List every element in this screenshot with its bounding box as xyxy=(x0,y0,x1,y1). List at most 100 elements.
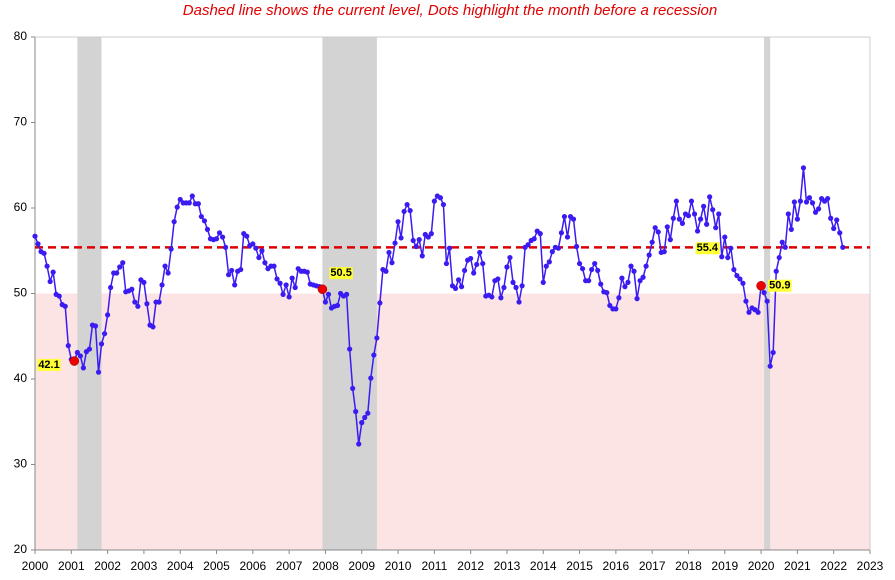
series-point xyxy=(480,260,486,267)
highlight-dot xyxy=(69,356,80,366)
highlight-label: 50.9 xyxy=(769,280,790,292)
series-point xyxy=(800,165,807,171)
x-tick-label: 2010 xyxy=(385,559,412,573)
series-point xyxy=(770,349,776,356)
x-tick-label: 2001 xyxy=(58,559,85,573)
series-point xyxy=(165,270,171,276)
recession-band xyxy=(77,37,102,550)
series-point xyxy=(619,275,625,281)
series-point xyxy=(377,300,383,306)
series-point xyxy=(525,242,531,248)
series-point xyxy=(374,335,380,341)
series-point xyxy=(537,231,543,237)
series-point xyxy=(401,208,407,215)
series-point xyxy=(791,199,797,205)
series-point xyxy=(704,221,710,227)
series-point xyxy=(673,198,679,204)
series-point xyxy=(440,201,447,208)
series-point xyxy=(222,244,229,250)
series-point xyxy=(707,194,713,200)
series-point xyxy=(468,255,474,262)
series-point xyxy=(186,200,192,206)
series-point xyxy=(540,279,546,285)
x-tick-label: 2003 xyxy=(131,559,158,573)
series-point xyxy=(98,341,105,347)
series-point xyxy=(120,260,126,266)
series-point xyxy=(277,280,283,286)
series-point xyxy=(213,236,220,242)
series-point xyxy=(259,248,265,254)
series-point xyxy=(250,241,256,247)
current-level-label-bg xyxy=(695,242,720,255)
series-point xyxy=(168,246,174,252)
series-point xyxy=(437,195,444,201)
series-point xyxy=(271,263,277,269)
series-point xyxy=(410,237,416,244)
x-tick-label: 2018 xyxy=(675,559,702,573)
series-point xyxy=(362,414,368,421)
series-point xyxy=(356,441,362,447)
series-point xyxy=(558,230,565,236)
series-point xyxy=(812,209,819,215)
series-point xyxy=(579,266,586,272)
series-point xyxy=(495,276,501,282)
x-tick-label: 2008 xyxy=(312,559,339,573)
series-point xyxy=(292,284,298,291)
x-tick-label: 2005 xyxy=(203,559,230,573)
x-tick-label: 2000 xyxy=(22,559,49,573)
series-point xyxy=(637,278,643,284)
series-point xyxy=(389,260,395,266)
series-point xyxy=(785,211,791,217)
x-tick-label: 2021 xyxy=(784,559,811,573)
series-point xyxy=(631,268,637,274)
x-tick-label: 2011 xyxy=(421,559,447,573)
series-point xyxy=(831,225,837,232)
x-tick-label: 2006 xyxy=(239,559,266,573)
series-point xyxy=(504,264,510,270)
series-point xyxy=(776,254,782,261)
series-point xyxy=(555,245,561,251)
series-point xyxy=(828,215,834,221)
series-point xyxy=(595,267,601,274)
series-point xyxy=(80,365,86,371)
series-point xyxy=(598,281,604,287)
series-point xyxy=(646,252,652,258)
series-point xyxy=(368,375,374,381)
series-point xyxy=(458,284,465,290)
x-tick-label: 2004 xyxy=(167,559,194,573)
series-point xyxy=(543,263,549,269)
series-point xyxy=(244,233,250,239)
series-point xyxy=(198,213,204,220)
recession-band xyxy=(764,37,771,550)
series-point xyxy=(628,263,634,269)
x-tick-label: 2007 xyxy=(276,559,303,573)
series-point xyxy=(443,260,450,267)
series-point xyxy=(613,306,619,312)
highlight-label: 50.5 xyxy=(330,267,351,279)
series-point xyxy=(519,283,525,289)
y-tick-label: 40 xyxy=(14,371,28,385)
series-point xyxy=(226,272,232,278)
y-tick-label: 80 xyxy=(14,29,28,43)
below-threshold-band xyxy=(35,293,870,550)
series-point xyxy=(135,303,141,309)
series-point xyxy=(219,234,226,240)
series-point xyxy=(177,196,183,203)
series-point xyxy=(640,274,646,280)
series-point xyxy=(510,279,516,285)
series-point xyxy=(471,270,477,276)
series-point xyxy=(229,267,235,274)
x-tick-label: 2022 xyxy=(820,559,847,573)
series-point xyxy=(174,204,180,210)
series-point xyxy=(398,235,404,241)
series-point xyxy=(664,224,670,230)
series-point xyxy=(722,234,728,240)
series-point xyxy=(477,249,483,256)
series-point xyxy=(649,239,655,245)
x-tick-label: 2023 xyxy=(857,559,884,573)
x-tick-label: 2019 xyxy=(711,559,738,573)
series-point xyxy=(710,207,716,213)
series-point xyxy=(803,199,810,205)
series-point xyxy=(419,253,425,259)
series-point xyxy=(86,346,93,352)
